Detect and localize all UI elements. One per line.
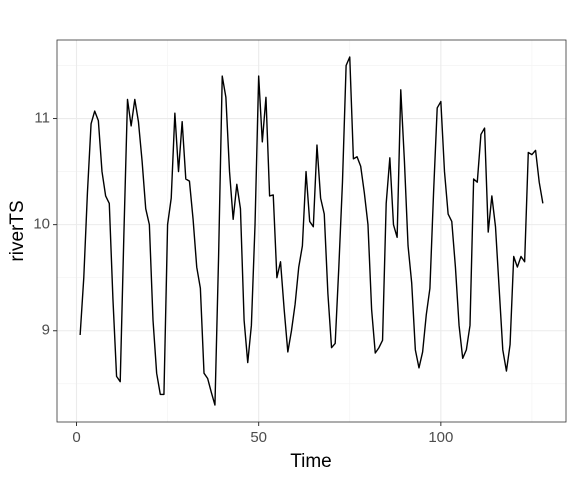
y-tick-label: 11 (34, 109, 50, 126)
panel-border (56, 39, 567, 423)
x-tick-label: 100 (428, 429, 453, 446)
y-tick-label: 10 (33, 216, 50, 233)
x-tick-label: 50 (250, 429, 267, 446)
x-tick-label: 0 (72, 429, 80, 446)
y-tick-label: 9 (42, 322, 50, 339)
x-axis-label: Time (290, 451, 332, 472)
y-axis-label: riverTS (7, 200, 28, 261)
line (79, 56, 544, 406)
